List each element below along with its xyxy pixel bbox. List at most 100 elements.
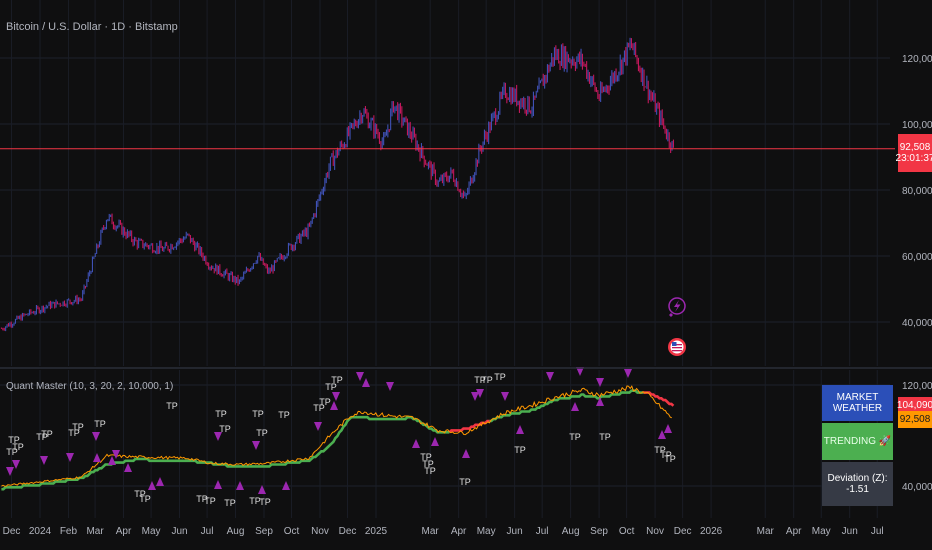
time-tick-label: Jun [842,526,858,537]
tp-label: TP [166,401,178,411]
tp-label: TP [224,498,236,508]
tp-label: TP [331,375,343,385]
time-tick-label: Sep [590,526,608,537]
sell-marker [596,378,604,387]
time-tick-label: Jul [201,526,214,537]
sell-marker [314,422,322,431]
signal-series-line [1,385,673,487]
tp-label: TP [420,452,432,462]
tp-label: TP [424,466,436,476]
indicator-tick-label: 40,000 [902,482,932,493]
market-weather-title-label: MARKET WEATHER [832,392,883,414]
time-tick-label: May [477,526,496,537]
tp-label: TP [325,382,337,392]
price-candles [0,37,674,332]
sell-marker [252,441,260,450]
time-tick-label: Aug [227,526,245,537]
sell-marker [66,453,74,462]
price-tick-label: 60,000 [902,252,932,263]
signal-markers [6,367,672,494]
tp-label: TP [422,459,434,469]
time-tick-label: Jul [536,526,549,537]
trend-segment [489,389,644,423]
buy-marker [431,437,439,446]
time-tick-label: Dec [674,526,692,537]
time-tick-label: Jul [871,526,884,537]
sell-marker [386,382,394,391]
market-weather-title: MARKET WEATHER [822,385,893,421]
time-tick-label: Oct [619,526,635,537]
time-tick-label: Mar [86,526,104,537]
bar-countdown: 23:01:37 [895,153,932,164]
time-tick-label: Dec [3,526,21,537]
price-tick-label: 40,000 [902,318,932,329]
tp-label: TP [204,496,216,506]
time-tick-label: Apr [451,526,467,537]
tp-label: TP [41,429,53,439]
trend-value-tag: 104,090 [896,396,932,414]
buy-marker [93,453,101,462]
buy-marker [156,477,164,486]
time-tick-label: Mar [757,526,775,537]
sell-marker [624,369,632,378]
time-tick-label: Mar [422,526,440,537]
trend-line [1,389,675,491]
signal-value-label: 92,508 [899,414,931,426]
time-tick-label: Nov [646,526,664,537]
tp-label: TP [481,375,493,385]
sell-marker [356,372,364,381]
buy-marker [658,430,666,439]
tp-label: TP [94,419,106,429]
deviation-cell: Deviation (Z): -1.51 [822,462,893,506]
time-tick-label: Nov [311,526,329,537]
tp-label: TP [459,477,471,487]
signal-line [1,385,673,487]
time-tick-label: 2024 [29,526,52,537]
tp-label: TP [494,372,506,382]
tp-label: TP [249,496,261,506]
main-axis-ticks: 120,000 100,000 80,000 60,000 40,000 [902,54,932,329]
tp-label: TP [259,497,271,507]
us-flag-icon[interactable] [668,338,686,356]
time-tick-label: Jun [507,526,523,537]
buy-marker [148,481,156,490]
tp-label: TP [256,428,268,438]
tp-label: TP [134,489,146,499]
tp-label: TP [660,450,672,460]
sell-marker [332,392,340,401]
trend-segment [1,415,450,491]
time-tick-label: Feb [60,526,78,537]
time-tick-label: May [812,526,831,537]
tp-label: TP [278,410,290,420]
tp-label: TP [654,445,666,455]
tp-label: TP [8,435,20,445]
time-tick-label: Apr [116,526,132,537]
tp-label: TP [68,428,80,438]
trend-value-label: 104,090 [896,399,932,411]
indicator-tick-label: 120,000 [902,381,932,392]
tp-label: TP [139,494,151,504]
tp-label: TP [252,409,264,419]
signal-value-tag: 92,508 [898,411,932,429]
tp-label: TP [215,409,227,419]
time-tick-label: 2026 [700,526,723,537]
sell-marker [112,450,120,459]
buy-marker [282,481,290,490]
sell-marker [476,389,484,398]
current-price-tag: 92,508 23:01:37 [895,134,932,172]
lightning-icon[interactable] [668,297,686,317]
buy-marker [462,449,470,458]
symbol-title[interactable]: Bitcoin / U.S. Dollar · 1D · Bitstamp [6,21,178,33]
sell-marker [471,392,479,401]
buy-marker [236,481,244,490]
tp-label: TP [514,445,526,455]
buy-marker [124,463,132,472]
indicator-title[interactable]: Quant Master (10, 3, 20, 2, 10,000, 1) [6,381,173,392]
time-tick-label: May [142,526,161,537]
time-axis[interactable]: Dec 2024 Feb Mar Apr May Jun Jul Aug Sep Oct Nov Dec… [3,526,884,537]
time-tick-label: Jun [171,526,187,537]
price-tick-label: 80,000 [902,186,932,197]
